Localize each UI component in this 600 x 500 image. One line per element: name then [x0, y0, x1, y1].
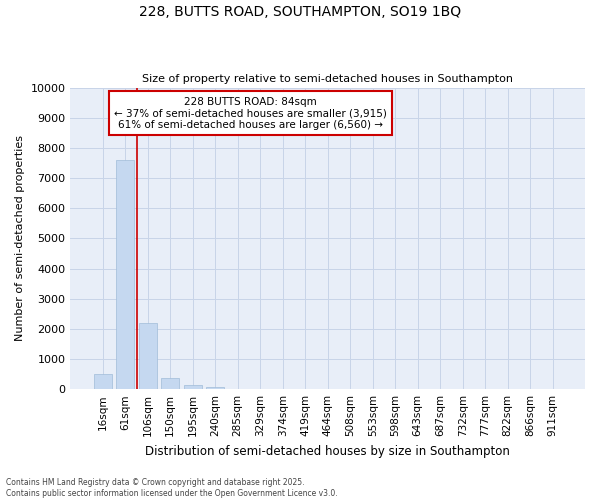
Bar [184, 386, 202, 389]
Bar [206, 387, 224, 389]
Title: Size of property relative to semi-detached houses in Southampton: Size of property relative to semi-detach… [142, 74, 513, 84]
Text: 228, BUTTS ROAD, SOUTHAMPTON, SO19 1BQ: 228, BUTTS ROAD, SOUTHAMPTON, SO19 1BQ [139, 5, 461, 19]
Bar [139, 323, 157, 389]
X-axis label: Distribution of semi-detached houses by size in Southampton: Distribution of semi-detached houses by … [145, 444, 510, 458]
Y-axis label: Number of semi-detached properties: Number of semi-detached properties [15, 136, 25, 342]
Text: Contains HM Land Registry data © Crown copyright and database right 2025.
Contai: Contains HM Land Registry data © Crown c… [6, 478, 338, 498]
Text: 228 BUTTS ROAD: 84sqm
← 37% of semi-detached houses are smaller (3,915)
61% of s: 228 BUTTS ROAD: 84sqm ← 37% of semi-deta… [114, 96, 387, 130]
Bar [94, 374, 112, 389]
Bar [116, 160, 134, 389]
Bar [161, 378, 179, 389]
